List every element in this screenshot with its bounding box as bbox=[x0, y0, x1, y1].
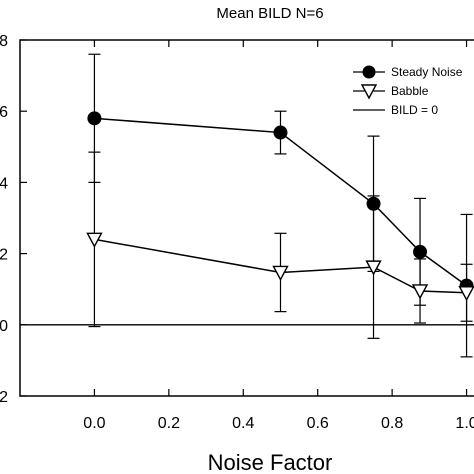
y-tick-label: 2 bbox=[0, 389, 8, 406]
series-layer bbox=[86, 53, 474, 358]
legend-item: Steady Noise bbox=[353, 65, 463, 79]
x-tick-label: 0.4 bbox=[232, 415, 254, 432]
y-tick-label: 2 bbox=[0, 247, 8, 264]
x-tick-label: 0.8 bbox=[381, 415, 403, 432]
legend-label: BILD = 0 bbox=[391, 103, 438, 117]
chart-title: Mean BILD N=6 bbox=[216, 5, 323, 22]
legend-label: Babble bbox=[391, 84, 429, 98]
x-axis-label: Noise Factor bbox=[208, 450, 333, 474]
x-tick-label: 0.2 bbox=[158, 415, 180, 432]
data-point bbox=[458, 286, 474, 302]
x-tick-label: 1.0 bbox=[455, 415, 474, 432]
legend: Steady Noise Babble BILD = 0 bbox=[353, 65, 463, 117]
data-point bbox=[273, 125, 288, 140]
y-tick-label: 4 bbox=[0, 175, 8, 192]
data-point bbox=[87, 111, 102, 126]
y-tick-label: 8 bbox=[0, 33, 8, 50]
y-tick-label: 6 bbox=[0, 104, 8, 121]
data-point bbox=[413, 244, 428, 259]
legend-item: BILD = 0 bbox=[353, 103, 438, 117]
data-point bbox=[272, 265, 289, 281]
data-point bbox=[86, 232, 103, 248]
data-point bbox=[365, 260, 382, 276]
legend-item: Babble bbox=[353, 84, 429, 100]
plot-frame-rect bbox=[19, 39, 474, 397]
tick-layer: 0.0 0.2 0.4 0.6 0.8 1.0 2 0 2 4 6 8 bbox=[0, 33, 474, 432]
legend-label: Steady Noise bbox=[391, 65, 463, 79]
legend-swatch-marker bbox=[362, 65, 376, 79]
x-tick-label: 0.0 bbox=[83, 415, 105, 432]
data-point bbox=[411, 284, 429, 300]
legend-swatch-marker bbox=[360, 84, 378, 100]
plot-frame bbox=[19, 39, 474, 397]
x-tick-label: 0.6 bbox=[307, 415, 329, 432]
y-tick-label: 0 bbox=[0, 318, 8, 335]
series-babble bbox=[86, 151, 474, 339]
